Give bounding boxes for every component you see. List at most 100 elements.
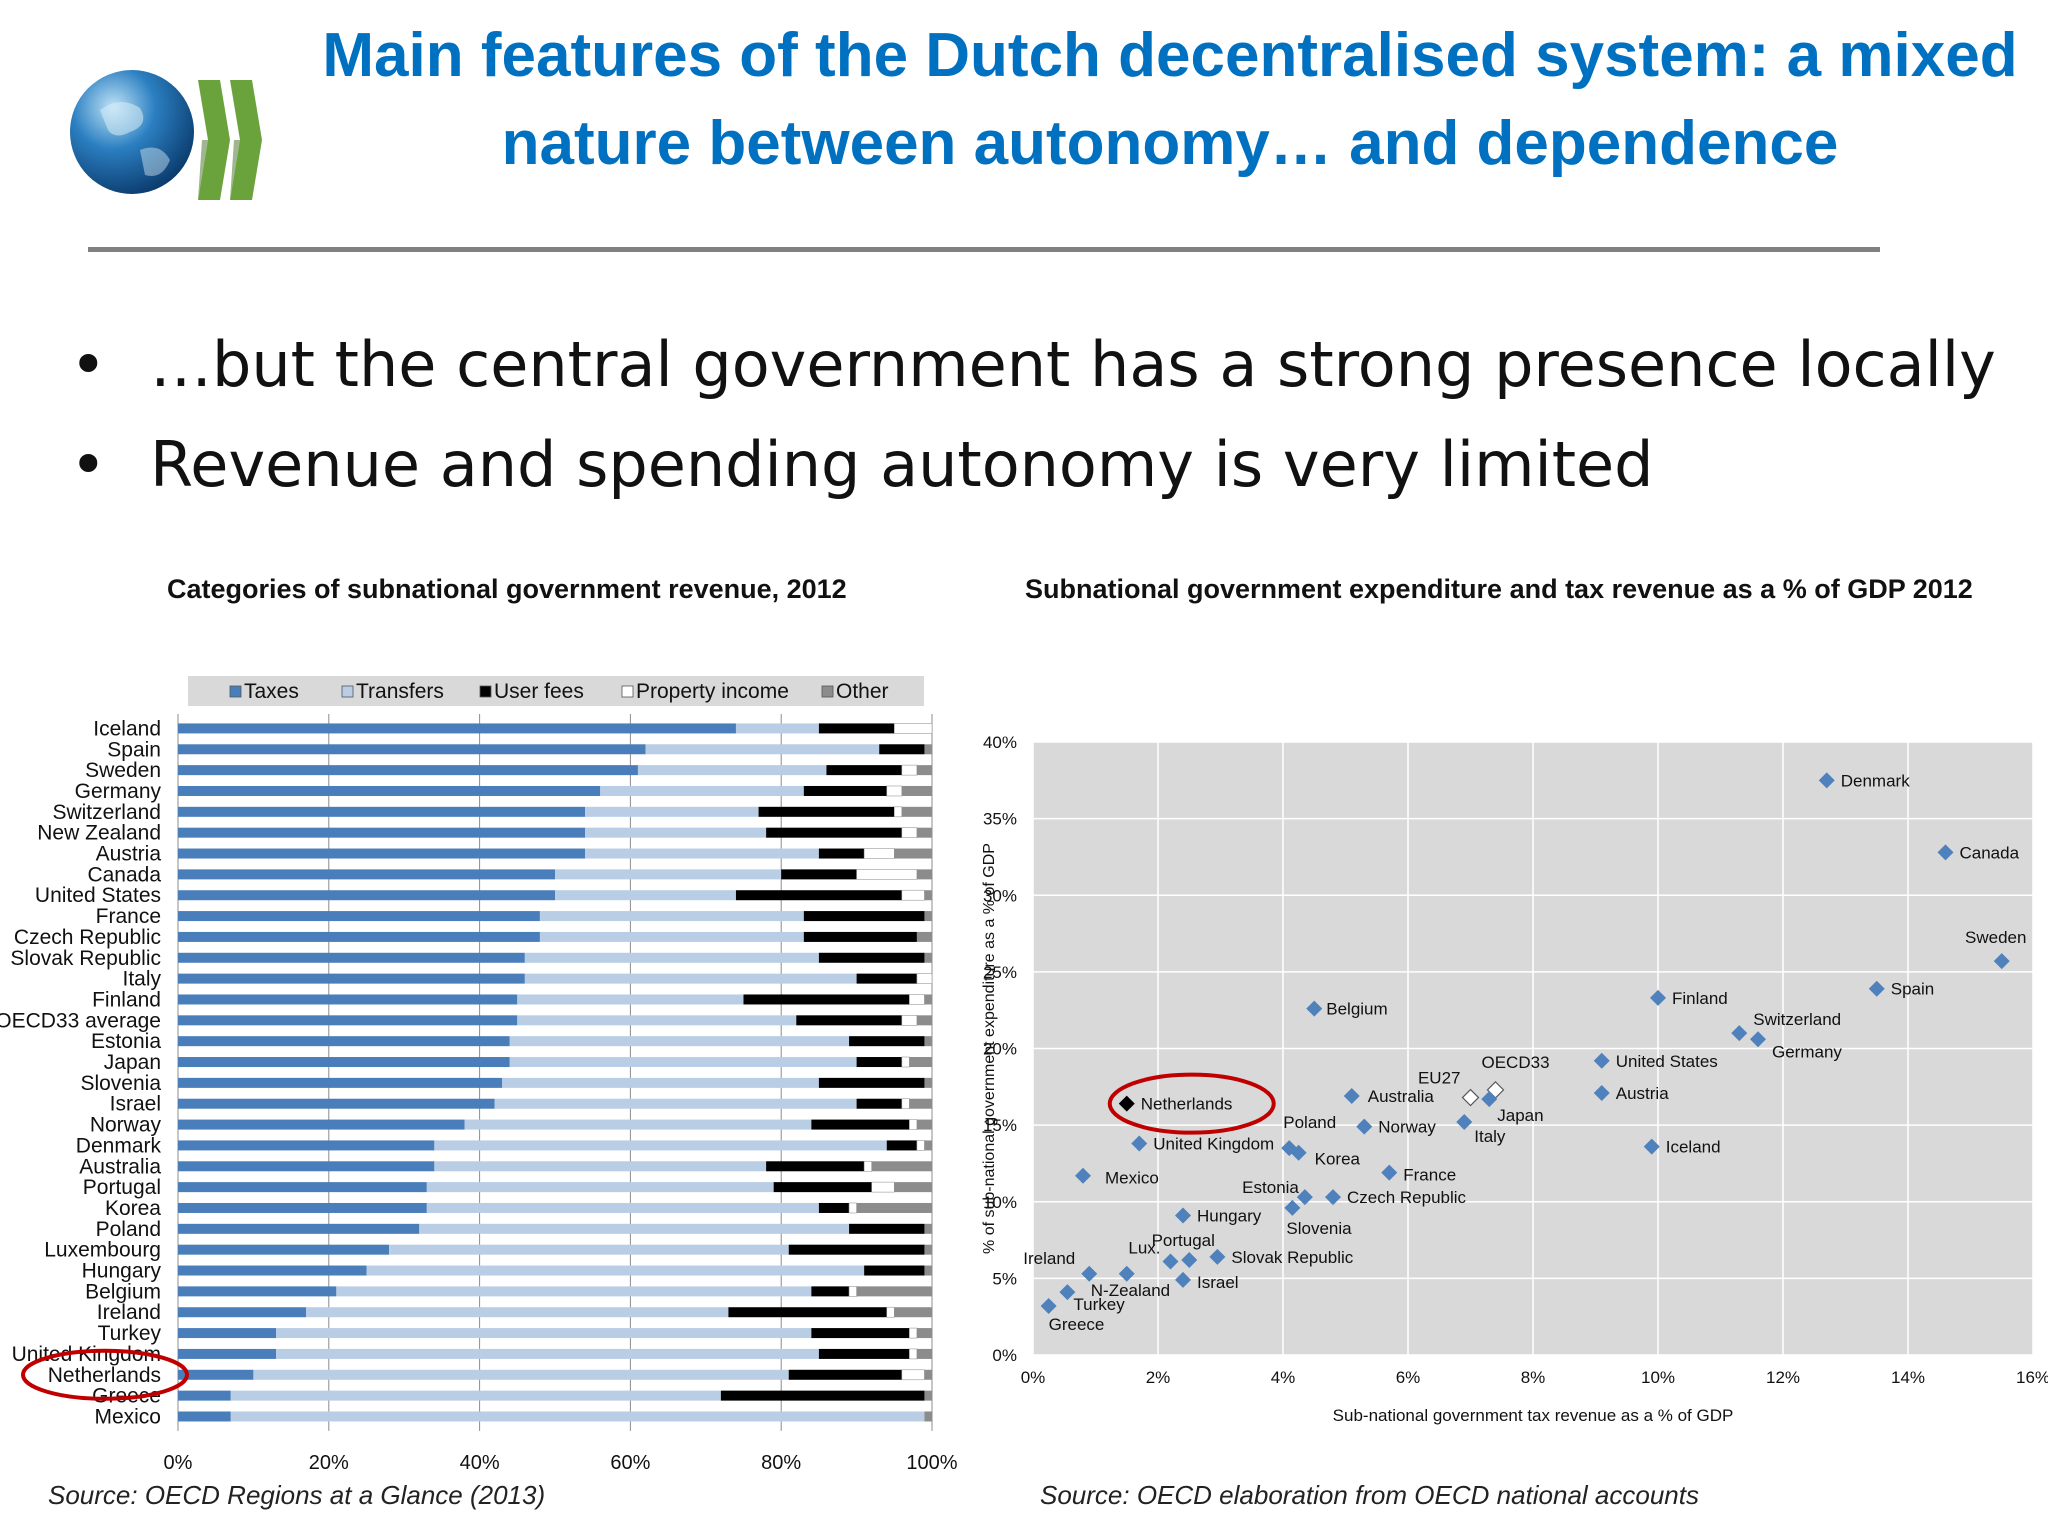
bar-segment-transfers <box>502 1077 819 1088</box>
bar-segment-other <box>894 1307 932 1318</box>
data-point-label: Australia <box>1368 1087 1435 1106</box>
bar-segment-user-fees <box>803 785 887 796</box>
data-point-marker <box>1456 1114 1473 1131</box>
data-point-marker <box>1481 1091 1498 1108</box>
category-label: Czech Republic <box>14 926 161 949</box>
bar-segment-taxes <box>178 848 586 859</box>
bar-segment-other <box>856 1202 932 1213</box>
data-point-marker <box>1181 1251 1198 1268</box>
bar-segment-other <box>924 994 932 1005</box>
bar-segment-user-fees <box>818 848 865 859</box>
category-label: Germany <box>75 780 162 803</box>
bar-segment-user-fees <box>818 1077 925 1088</box>
bar-segment-property-income <box>886 785 903 797</box>
bar-segment-taxes <box>178 765 638 776</box>
x-tick-label: 0% <box>1021 1368 1046 1387</box>
data-point-label: Canada <box>1960 843 2020 862</box>
bar-segment-user-fees <box>856 1057 902 1068</box>
bar-segment-taxes <box>178 1348 277 1359</box>
data-point-marker <box>1075 1167 1091 1184</box>
bar-segment-taxes <box>178 1411 231 1422</box>
bar-segment-transfers <box>230 1390 721 1401</box>
category-label: Japan <box>104 1051 161 1074</box>
bar-segment-property-income <box>893 723 933 734</box>
bar-segment-taxes <box>178 744 646 755</box>
bar-segment-transfers <box>585 848 819 859</box>
bar-segment-transfers <box>600 785 804 796</box>
bar-segment-transfers <box>517 1015 797 1026</box>
bar-segment-taxes <box>178 931 540 942</box>
bar-segment-taxes <box>178 1015 518 1026</box>
data-point-marker <box>1325 1189 1341 1206</box>
title-divider <box>88 247 1880 252</box>
bar-segment-transfers <box>539 911 804 922</box>
bar-segment-other <box>916 869 932 880</box>
data-point-label: Slovenia <box>1286 1219 1352 1238</box>
bullet-dot-icon: • <box>70 328 107 401</box>
legend-label: Other <box>836 680 889 703</box>
data-point-label: Hungary <box>1197 1207 1262 1226</box>
bar-segment-property-income <box>871 1181 895 1193</box>
bar-segment-taxes <box>178 1036 510 1047</box>
legend-swatch <box>621 685 634 698</box>
bar-segment-property-income <box>901 889 925 901</box>
chevron-icon <box>230 80 262 200</box>
data-point-marker <box>1868 980 1885 997</box>
x-tick-label: 2% <box>1146 1368 1171 1387</box>
bar-segment-taxes <box>178 723 736 734</box>
bar-segment-other <box>856 1286 932 1297</box>
bar-segment-user-fees <box>856 973 917 984</box>
category-label: Canada <box>87 863 161 886</box>
bar-segment-taxes <box>178 890 555 901</box>
bar-segment-property-income <box>916 973 933 984</box>
bar-segment-transfers <box>555 869 782 880</box>
data-point-label: Denmark <box>1841 771 1910 790</box>
bar-segment-other <box>909 1057 932 1068</box>
data-point-label: United Kingdom <box>1153 1135 1274 1154</box>
bar-segment-transfers <box>253 1369 789 1380</box>
y-tick-label: 35% <box>983 810 1017 829</box>
category-label: France <box>96 905 161 928</box>
data-point-label: Poland <box>1283 1113 1336 1132</box>
bar-segment-other <box>924 952 932 963</box>
bar-segment-transfers <box>509 1057 857 1068</box>
x-tick-label: 14% <box>1891 1368 1925 1387</box>
category-label: Mexico <box>94 1405 161 1428</box>
bar-segment-user-fees <box>849 1036 925 1047</box>
bar-segment-taxes <box>178 1244 390 1255</box>
bar-segment-transfers <box>464 1119 812 1130</box>
y-tick-label: 20% <box>983 1040 1017 1059</box>
data-point-label: Greece <box>1049 1315 1105 1334</box>
legend-label: Taxes <box>244 680 299 703</box>
bar-segment-property-income <box>909 994 925 1005</box>
bar-segment-property-income <box>909 1119 918 1130</box>
bar-segment-user-fees <box>818 1348 910 1359</box>
data-point-marker <box>1593 1052 1610 1069</box>
x-tick-label: 0% <box>164 1452 193 1474</box>
x-tick-label: 40% <box>460 1452 500 1474</box>
data-point-label: Germany <box>1772 1042 1842 1061</box>
data-point-label: United States <box>1616 1052 1718 1071</box>
data-point-marker <box>1593 1084 1610 1101</box>
left-source-note: Source: OECD Regions at a Glance (2013) <box>48 1480 546 1510</box>
data-point-label: Italy <box>1474 1127 1506 1146</box>
y-tick-label: 30% <box>983 886 1017 905</box>
data-point-marker <box>1650 989 1666 1006</box>
data-point-marker <box>1284 1199 1301 1216</box>
data-point-label: Austria <box>1616 1084 1669 1103</box>
bar-segment-user-fees <box>803 911 925 922</box>
bar-segment-other <box>924 890 932 901</box>
category-label: New Zealand <box>37 822 161 845</box>
highlight-ellipse <box>21 1348 189 1401</box>
bar-segment-transfers <box>517 994 744 1005</box>
data-point-marker <box>1731 1025 1748 1042</box>
bullet-dot-icon: • <box>70 428 107 501</box>
bar-segment-transfers <box>645 744 880 755</box>
bar-segment-taxes <box>178 1265 367 1276</box>
data-point-label: Estonia <box>1242 1178 1299 1197</box>
category-label: Australia <box>79 1155 161 1178</box>
category-label: Hungary <box>82 1260 162 1283</box>
data-point-marker <box>1461 1088 1480 1107</box>
data-point-label: France <box>1403 1166 1456 1185</box>
bar-segment-user-fees <box>788 1369 902 1380</box>
